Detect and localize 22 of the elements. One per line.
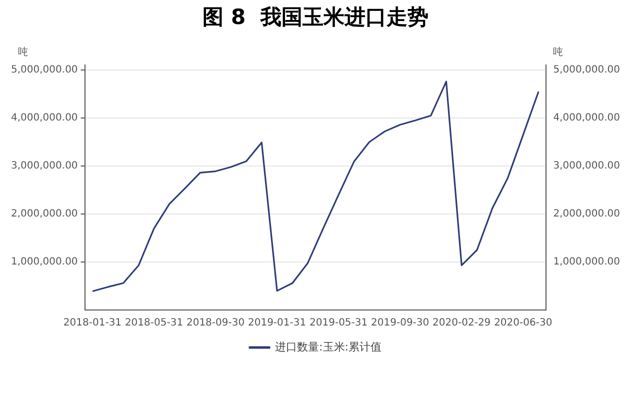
x-tick-label: 2019-01-31 [248, 318, 306, 329]
y-tick-label: 3,000,000.00 [11, 160, 78, 172]
y2-tick-label: 3,000,000.00 [553, 160, 620, 172]
x-tick-label: 2018-05-31 [124, 318, 184, 329]
chart-title: 图 8 我国玉米进口走势 [202, 5, 428, 30]
x-tick-label: 2019-09-30 [371, 318, 430, 329]
x-tick-label: 2018-01-31 [63, 318, 122, 329]
y-tick-label: 5,000,000.00 [11, 64, 78, 76]
y-tick-label: 1,000,000.00 [11, 256, 78, 268]
y-axis-title: 吨 [18, 46, 28, 58]
y2-tick-label: 2,000,000.00 [553, 208, 620, 220]
y2-tick-label: 1,000,000.00 [553, 256, 620, 268]
y2-tick-label: 5,000,000.00 [553, 64, 620, 76]
x-tick-label: 2020-06-30 [494, 318, 552, 329]
y2-tick-label: 4,000,000.00 [553, 112, 620, 124]
y2-axis-title: 吨 [553, 46, 563, 58]
x-tick-label: 2018-09-30 [186, 318, 245, 329]
y-tick-label: 4,000,000.00 [11, 112, 78, 124]
x-tick-label: 2019-05-31 [310, 318, 368, 329]
y-tick-label: 2,000,000.00 [11, 208, 78, 220]
legend-label: 进口数量:玉米:累计值 [275, 340, 382, 354]
x-tick-label: 2020-02-29 [432, 318, 491, 329]
